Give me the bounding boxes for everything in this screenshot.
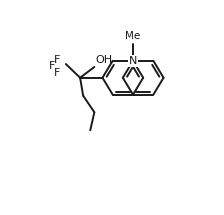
- Text: OH: OH: [95, 55, 113, 65]
- Text: F: F: [54, 55, 60, 65]
- Text: F: F: [54, 68, 61, 78]
- Text: F: F: [49, 61, 55, 71]
- Text: Me: Me: [125, 31, 141, 41]
- Text: N: N: [129, 56, 137, 66]
